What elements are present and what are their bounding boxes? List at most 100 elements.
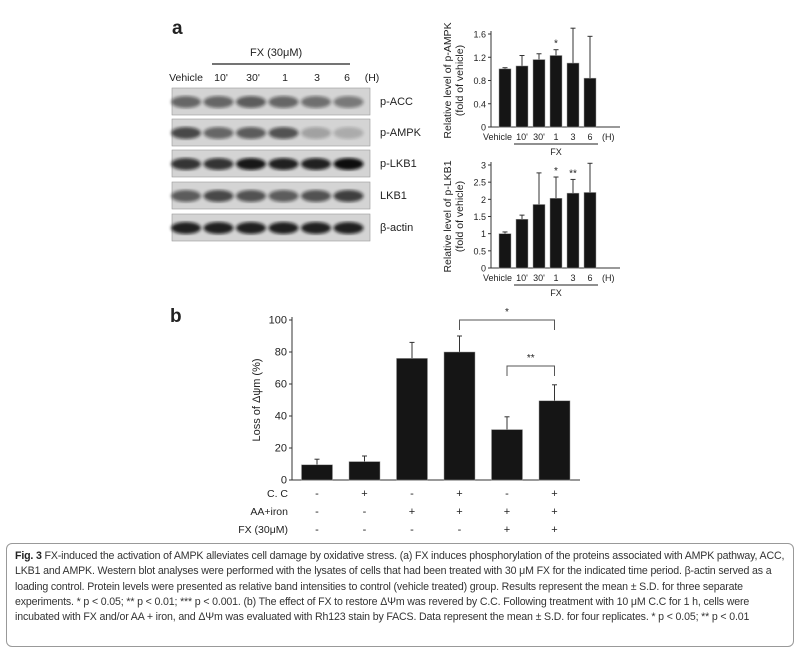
condition-label: C. C [267, 488, 288, 500]
y-axis-label: Relative level of p-AMPK [442, 22, 454, 138]
unit-label: (H) [602, 132, 615, 142]
x-axis-label: FX [550, 288, 562, 298]
condition-mark: + [551, 506, 557, 518]
bar [566, 192, 580, 269]
condition-mark: + [504, 506, 510, 518]
x-tick-label: 1 [553, 273, 558, 283]
condition-mark: + [504, 524, 510, 536]
lane-label: (H) [365, 72, 380, 84]
blot-band [171, 127, 201, 139]
blot-band [236, 158, 266, 170]
y-axis-label: (fold of vehicle) [454, 181, 466, 252]
condition-mark: + [456, 506, 462, 518]
blot-band [171, 190, 201, 202]
blot-band [301, 222, 331, 234]
bar [566, 62, 580, 128]
bar [583, 77, 597, 128]
x-tick-label: 10' [516, 132, 528, 142]
western-blot: p-ACC p-AMPK p-LKB1 LKB1 β-actin [171, 87, 422, 242]
treatment-header: FX (30μM) [250, 47, 302, 59]
bar [396, 358, 428, 481]
bar [549, 55, 563, 128]
y-tick-label: 100 [269, 315, 287, 327]
significance-mark: * [505, 307, 509, 318]
blot-band [171, 222, 201, 234]
bar [498, 68, 512, 128]
blot-row-label: p-AMPK [380, 127, 422, 139]
y-tick-label: 1.6 [473, 30, 486, 40]
y-axis-label: Relative level of p-LKB1 [442, 160, 454, 272]
x-tick-label: 6 [587, 273, 592, 283]
blot-band [171, 96, 201, 108]
y-tick-label: 0.8 [473, 76, 486, 86]
condition-mark: - [505, 488, 509, 500]
condition-mark: - [363, 524, 367, 536]
y-tick-label: 0.5 [473, 246, 486, 256]
lane-label: Vehicle [169, 72, 203, 84]
condition-mark: - [410, 488, 414, 500]
unit-label: (H) [602, 273, 615, 283]
significance-mark: * [554, 39, 558, 50]
bar [532, 204, 546, 269]
y-tick-label: 0.4 [473, 99, 486, 109]
lane-label: 6 [344, 72, 350, 84]
y-tick-label: 2 [481, 195, 486, 205]
bar [348, 461, 381, 481]
bar [538, 400, 571, 481]
panel-b-label: b [170, 306, 182, 327]
x-tick-label: 6 [587, 132, 592, 142]
condition-label: FX (30μM) [238, 524, 288, 536]
bar [515, 65, 529, 128]
x-axis-label: FX [550, 147, 562, 157]
y-tick-label: 40 [275, 411, 287, 423]
blot-band [203, 127, 234, 139]
condition-mark: - [458, 524, 462, 536]
bar [498, 233, 512, 269]
blot-band [333, 158, 364, 170]
condition-mark: - [315, 488, 319, 500]
significance-mark: ** [569, 168, 577, 179]
blot-row-label: p-LKB1 [380, 158, 417, 170]
x-tick-label: 30' [533, 273, 545, 283]
significance-bracket [459, 319, 555, 330]
blot-band [301, 127, 331, 139]
bar [301, 464, 333, 481]
chart-p-ampk: 0 0.4 0.8 1.2 1.6 Vehicle 10' 30' * 1 3 6 (H) FX Relat… [442, 22, 620, 157]
y-tick-label: 1.2 [473, 53, 486, 63]
condition-mark: - [363, 506, 367, 518]
caption-text: FX-induced the activation of AMPK allevi… [15, 550, 785, 624]
blot-band [301, 96, 331, 108]
y-tick-label: 3 [481, 161, 486, 171]
y-tick-label: 2.5 [473, 178, 486, 188]
condition-mark: + [551, 488, 557, 500]
chart-p-lkb1: 0 0.5 1 1.5 2 2.5 3 Vehicle 10' 30' * 1 ** 3 6 (H) FX Rel… [442, 160, 620, 298]
condition-mark: - [410, 524, 414, 536]
blot-row-label: LKB1 [380, 190, 407, 202]
blot-band [333, 96, 364, 108]
blot-band [203, 96, 234, 108]
x-tick-label: 1 [553, 132, 558, 142]
x-tick-label: Vehicle [483, 132, 512, 142]
blot-band [236, 96, 266, 108]
blot-row-label: β-actin [380, 222, 413, 234]
lane-labels: Vehicle 10' 30' 1 3 6 (H) [169, 72, 379, 84]
bar [532, 59, 546, 128]
condition-mark: + [551, 524, 557, 536]
blot-band [268, 96, 299, 108]
blot-row-label: p-ACC [380, 96, 413, 108]
y-tick-label: 0 [481, 123, 486, 133]
blot-band [268, 222, 299, 234]
x-tick-label: 10' [516, 273, 528, 283]
y-tick-label: 1 [481, 229, 486, 239]
blot-band [236, 190, 266, 202]
lane-label: 1 [282, 72, 288, 84]
y-tick-label: 60 [275, 379, 287, 391]
bar [583, 192, 597, 269]
blot-band [203, 190, 234, 202]
y-tick-label: 20 [275, 443, 287, 455]
x-tick-label: 3 [570, 273, 575, 283]
bar [549, 198, 563, 269]
blot-band [333, 222, 364, 234]
